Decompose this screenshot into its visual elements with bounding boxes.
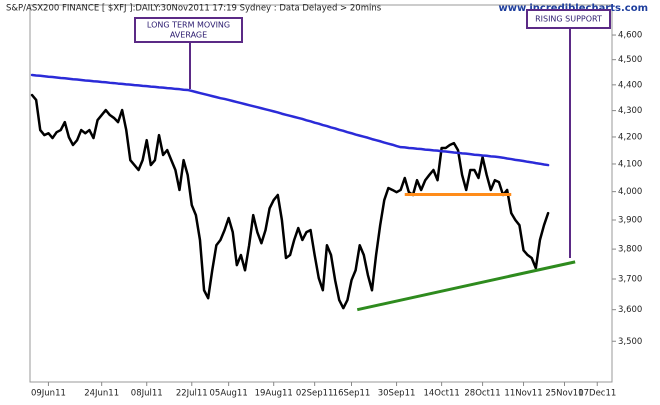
annotation-text: AVERAGE [170,31,207,40]
x-tick-label: 28Oct11 [464,389,500,399]
y-tick-label: 3,800 [618,245,642,255]
y-tick-label: 3,700 [618,274,642,284]
source-label: www.incrediblecharts.com [499,3,649,14]
annotation-text: RISING SUPPORT [535,15,602,24]
annotation-box [526,9,611,29]
x-tick-label: 19Aug11 [255,389,293,399]
x-tick-label: 30Sep11 [378,389,416,399]
x-tick-label: 24Jun11 [84,389,119,399]
trend-line [356,260,576,312]
x-tick-label: 07Dec11 [578,389,616,399]
x-tick-label: 14Oct11 [423,389,459,399]
y-tick-label: 3,900 [618,216,642,226]
y-tick-label: 4,000 [618,187,642,197]
y-tick-label: 4,600 [618,31,642,41]
annotation-text: LONG TERM MOVING [147,21,230,30]
annotation-box [134,17,243,43]
plot-frame [29,4,613,383]
y-tick-label: 4,500 [618,55,642,65]
y-tick-label: 4,300 [618,106,642,116]
y-tick-label: 3,600 [618,305,642,315]
x-tick-label: 08Jul11 [131,389,163,399]
x-tick-label: 09Jun11 [31,389,66,399]
x-tick-label: 02Sep11 [296,389,334,399]
chart-title: S&P/ASX200 FINANCE [ $XFJ ]:DAILY:30Nov2… [6,4,382,14]
moving-average-line [30,73,550,167]
y-tick-label: 3,500 [618,337,642,347]
y-tick-label: 4,100 [618,159,642,169]
y-tick-label: 4,400 [618,80,642,90]
y-tick-label: 4,200 [618,132,642,142]
x-tick-label: 22Jul11 [176,389,208,399]
x-tick-label: 16Sep11 [333,389,371,399]
x-tick-label: 05Aug11 [210,389,248,399]
x-tick-label: 25Nov11 [545,389,583,399]
x-tick-label: 11Nov11 [504,389,542,399]
price-line [30,93,550,310]
